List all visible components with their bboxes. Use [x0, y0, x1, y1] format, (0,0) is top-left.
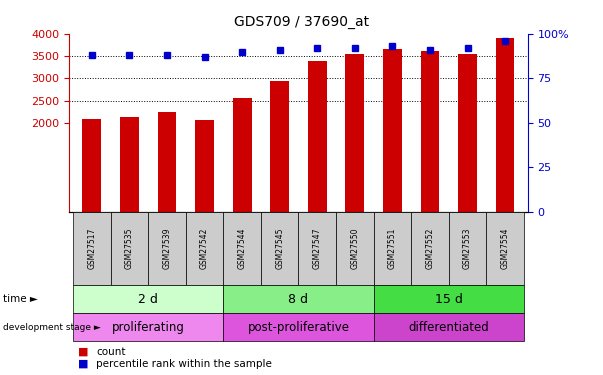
- Bar: [458, 54, 477, 212]
- Text: proliferating: proliferating: [112, 321, 185, 334]
- Bar: [261, 212, 298, 285]
- Bar: [223, 285, 374, 313]
- Text: GSM27554: GSM27554: [500, 228, 510, 269]
- Bar: [73, 285, 223, 313]
- Bar: [157, 112, 177, 212]
- Text: ■: ■: [78, 359, 89, 369]
- Text: GSM27535: GSM27535: [125, 228, 134, 269]
- Bar: [223, 313, 374, 341]
- Bar: [298, 212, 336, 285]
- Text: percentile rank within the sample: percentile rank within the sample: [96, 359, 273, 369]
- Text: GSM27545: GSM27545: [275, 228, 284, 269]
- Text: time ►: time ►: [3, 294, 38, 304]
- Bar: [486, 212, 524, 285]
- Text: GSM27544: GSM27544: [238, 228, 247, 269]
- Text: 8 d: 8 d: [288, 292, 309, 306]
- Bar: [186, 212, 223, 285]
- Bar: [411, 212, 449, 285]
- Bar: [346, 54, 364, 212]
- Text: GSM27542: GSM27542: [200, 228, 209, 269]
- Bar: [148, 212, 186, 285]
- Text: 15 d: 15 d: [435, 292, 463, 306]
- Text: GSM27551: GSM27551: [388, 228, 397, 269]
- Bar: [374, 212, 411, 285]
- Bar: [195, 120, 214, 212]
- Text: differentiated: differentiated: [408, 321, 489, 334]
- Bar: [83, 119, 101, 212]
- Bar: [270, 81, 289, 212]
- Text: GSM27550: GSM27550: [350, 228, 359, 269]
- Bar: [336, 212, 374, 285]
- Bar: [73, 313, 223, 341]
- Text: post-proliferative: post-proliferative: [247, 321, 350, 334]
- Bar: [374, 313, 524, 341]
- Text: 2 d: 2 d: [138, 292, 158, 306]
- Bar: [223, 212, 261, 285]
- Bar: [449, 212, 486, 285]
- Bar: [111, 212, 148, 285]
- Bar: [383, 50, 402, 212]
- Text: GDS709 / 37690_at: GDS709 / 37690_at: [234, 15, 369, 29]
- Bar: [496, 38, 514, 212]
- Text: GSM27553: GSM27553: [463, 228, 472, 269]
- Text: GSM27517: GSM27517: [87, 228, 96, 269]
- Text: ■: ■: [78, 347, 89, 357]
- Text: count: count: [96, 347, 126, 357]
- Bar: [420, 51, 440, 212]
- Text: GSM27539: GSM27539: [163, 228, 171, 269]
- Text: development stage ►: development stage ►: [3, 322, 101, 332]
- Text: GSM27552: GSM27552: [426, 228, 434, 269]
- Bar: [308, 62, 327, 212]
- Bar: [73, 212, 111, 285]
- Bar: [233, 98, 251, 212]
- Text: GSM27547: GSM27547: [313, 228, 322, 269]
- Bar: [120, 117, 139, 212]
- Bar: [374, 285, 524, 313]
